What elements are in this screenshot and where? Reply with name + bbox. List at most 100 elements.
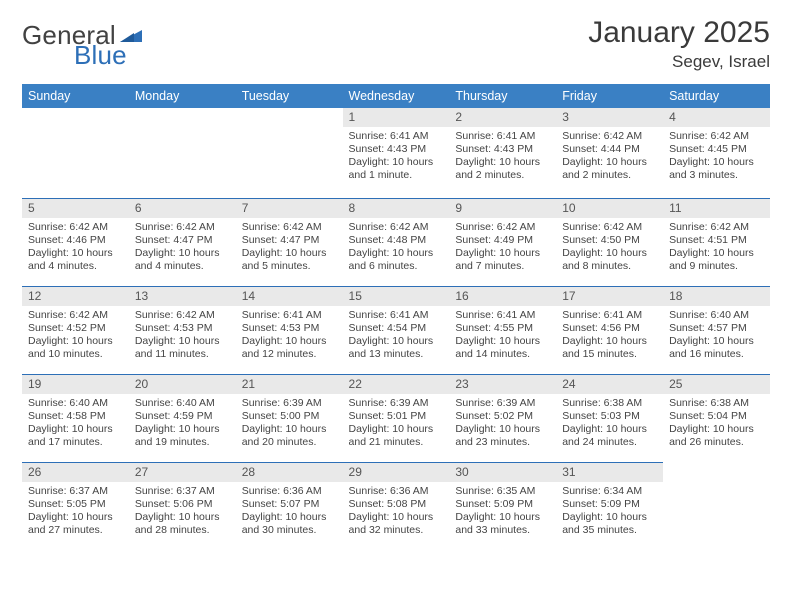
day-detail-line: Daylight: 10 hours and 4 minutes. [135, 247, 230, 273]
day-detail-line: Sunset: 4:59 PM [135, 410, 230, 423]
brand-name-b-wrap: Blue [74, 42, 127, 69]
day-detail-line: Sunrise: 6:42 AM [669, 130, 764, 143]
calendar-cell: 18Sunrise: 6:40 AMSunset: 4:57 PMDayligh… [663, 286, 770, 374]
day-number: 26 [22, 462, 129, 482]
day-detail-line: Sunrise: 6:42 AM [242, 221, 337, 234]
day-detail-line: Sunset: 4:44 PM [562, 143, 657, 156]
day-detail-line: Sunset: 4:45 PM [669, 143, 764, 156]
day-details: Sunrise: 6:41 AMSunset: 4:54 PMDaylight:… [343, 306, 450, 363]
day-number: 31 [556, 462, 663, 482]
day-detail-line: Sunset: 4:53 PM [135, 322, 230, 335]
day-detail-line: Sunrise: 6:38 AM [562, 397, 657, 410]
day-detail-line: Daylight: 10 hours and 23 minutes. [455, 423, 550, 449]
day-details: Sunrise: 6:37 AMSunset: 5:06 PMDaylight:… [129, 482, 236, 539]
calendar-cell [663, 462, 770, 542]
day-detail-line: Sunset: 4:58 PM [28, 410, 123, 423]
day-detail-line: Sunset: 5:00 PM [242, 410, 337, 423]
day-number: 14 [236, 286, 343, 306]
day-details: Sunrise: 6:34 AMSunset: 5:09 PMDaylight:… [556, 482, 663, 539]
day-details: Sunrise: 6:42 AMSunset: 4:49 PMDaylight:… [449, 218, 556, 275]
day-detail-line: Sunrise: 6:36 AM [349, 485, 444, 498]
calendar-cell: 13Sunrise: 6:42 AMSunset: 4:53 PMDayligh… [129, 286, 236, 374]
day-number: 12 [22, 286, 129, 306]
calendar-cell: 20Sunrise: 6:40 AMSunset: 4:59 PMDayligh… [129, 374, 236, 462]
day-details: Sunrise: 6:36 AMSunset: 5:08 PMDaylight:… [343, 482, 450, 539]
day-detail-line: Daylight: 10 hours and 14 minutes. [455, 335, 550, 361]
day-detail-line: Sunrise: 6:41 AM [349, 130, 444, 143]
day-details: Sunrise: 6:41 AMSunset: 4:53 PMDaylight:… [236, 306, 343, 363]
day-number: 10 [556, 198, 663, 218]
day-detail-line: Sunrise: 6:40 AM [135, 397, 230, 410]
day-detail-line: Daylight: 10 hours and 7 minutes. [455, 247, 550, 273]
calendar-cell: 12Sunrise: 6:42 AMSunset: 4:52 PMDayligh… [22, 286, 129, 374]
day-detail-line: Daylight: 10 hours and 5 minutes. [242, 247, 337, 273]
day-number: 1 [343, 108, 450, 127]
day-detail-line: Sunset: 4:43 PM [455, 143, 550, 156]
calendar-cell: 24Sunrise: 6:38 AMSunset: 5:03 PMDayligh… [556, 374, 663, 462]
day-detail-line: Daylight: 10 hours and 35 minutes. [562, 511, 657, 537]
day-detail-line: Daylight: 10 hours and 11 minutes. [135, 335, 230, 361]
day-detail-line: Sunset: 4:47 PM [242, 234, 337, 247]
header: General January 2025 Segev, Israel [22, 16, 770, 72]
day-detail-line: Sunrise: 6:40 AM [669, 309, 764, 322]
day-detail-line: Daylight: 10 hours and 12 minutes. [242, 335, 337, 361]
day-detail-line: Sunset: 5:01 PM [349, 410, 444, 423]
day-number: 8 [343, 198, 450, 218]
calendar-cell: 9Sunrise: 6:42 AMSunset: 4:49 PMDaylight… [449, 198, 556, 286]
day-details: Sunrise: 6:38 AMSunset: 5:04 PMDaylight:… [663, 394, 770, 451]
calendar-cell: 4Sunrise: 6:42 AMSunset: 4:45 PMDaylight… [663, 108, 770, 198]
calendar-cell: 7Sunrise: 6:42 AMSunset: 4:47 PMDaylight… [236, 198, 343, 286]
calendar-cell: 5Sunrise: 6:42 AMSunset: 4:46 PMDaylight… [22, 198, 129, 286]
day-detail-line: Daylight: 10 hours and 2 minutes. [455, 156, 550, 182]
day-detail-line: Daylight: 10 hours and 28 minutes. [135, 511, 230, 537]
calendar-cell: 25Sunrise: 6:38 AMSunset: 5:04 PMDayligh… [663, 374, 770, 462]
day-number: 6 [129, 198, 236, 218]
calendar-cell: 31Sunrise: 6:34 AMSunset: 5:09 PMDayligh… [556, 462, 663, 542]
calendar-cell: 28Sunrise: 6:36 AMSunset: 5:07 PMDayligh… [236, 462, 343, 542]
day-detail-line: Sunrise: 6:37 AM [28, 485, 123, 498]
calendar-week: 5 Sunrise: 6:42 AM Sunset: 4:46 PM Daylight… [22, 198, 770, 286]
day-details: Sunrise: 6:39 AMSunset: 5:01 PMDaylight:… [343, 394, 450, 451]
day-number: 5 [22, 198, 129, 218]
calendar-cell: 29Sunrise: 6:36 AMSunset: 5:08 PMDayligh… [343, 462, 450, 542]
day-detail-line: Daylight: 10 hours and 30 minutes. [242, 511, 337, 537]
calendar-week: 1Sunrise: 6:41 AMSunset: 4:43 PMDaylight… [22, 108, 770, 198]
day-detail-line: Daylight: 10 hours and 24 minutes. [562, 423, 657, 449]
day-detail-line: Sunset: 4:55 PM [455, 322, 550, 335]
calendar-cell: 27Sunrise: 6:37 AMSunset: 5:06 PMDayligh… [129, 462, 236, 542]
day-detail-line: Daylight: 10 hours and 2 minutes. [562, 156, 657, 182]
day-detail-line: Daylight: 10 hours and 19 minutes. [135, 423, 230, 449]
day-detail-line: Daylight: 10 hours and 20 minutes. [242, 423, 337, 449]
calendar-cell: 23Sunrise: 6:39 AMSunset: 5:02 PMDayligh… [449, 374, 556, 462]
weekday-tuesday: Tuesday [236, 84, 343, 108]
day-detail-line: Sunset: 5:09 PM [562, 498, 657, 511]
day-detail-line: Sunset: 4:48 PM [349, 234, 444, 247]
month-title: January 2025 [588, 16, 770, 50]
calendar-cell: 3Sunrise: 6:42 AMSunset: 4:44 PMDaylight… [556, 108, 663, 198]
calendar-cell: 15Sunrise: 6:41 AMSunset: 4:54 PMDayligh… [343, 286, 450, 374]
day-detail-line: Sunrise: 6:39 AM [349, 397, 444, 410]
brand-name-b: Blue [74, 40, 127, 70]
day-number: 2 [449, 108, 556, 127]
calendar-cell: 8Sunrise: 6:42 AMSunset: 4:48 PMDaylight… [343, 198, 450, 286]
day-number: 27 [129, 462, 236, 482]
weekday-row: Sunday Monday Tuesday Wednesday Thursday… [22, 84, 770, 108]
day-details: Sunrise: 6:35 AMSunset: 5:09 PMDaylight:… [449, 482, 556, 539]
day-detail-line: Sunset: 4:46 PM [28, 234, 123, 247]
day-detail-line: Sunrise: 6:42 AM [135, 309, 230, 322]
calendar-cell: 10Sunrise: 6:42 AMSunset: 4:50 PMDayligh… [556, 198, 663, 286]
day-details: Sunrise: 6:39 AMSunset: 5:00 PMDaylight:… [236, 394, 343, 451]
day-number: 11 [663, 198, 770, 218]
day-details: Sunrise: 6:42 AMSunset: 4:52 PMDaylight:… [22, 306, 129, 363]
day-detail-line: Sunset: 5:02 PM [455, 410, 550, 423]
calendar-cell: 11Sunrise: 6:42 AMSunset: 4:51 PMDayligh… [663, 198, 770, 286]
day-detail-line: Sunset: 5:06 PM [135, 498, 230, 511]
day-details: Sunrise: 6:42 AMSunset: 4:50 PMDaylight:… [556, 218, 663, 275]
day-detail-line: Daylight: 10 hours and 26 minutes. [669, 423, 764, 449]
day-details: Sunrise: 6:41 AMSunset: 4:43 PMDaylight:… [449, 127, 556, 184]
calendar-week: 26Sunrise: 6:37 AMSunset: 5:05 PMDayligh… [22, 462, 770, 542]
day-detail-line: Sunrise: 6:37 AM [135, 485, 230, 498]
day-detail-line: Daylight: 10 hours and 17 minutes. [28, 423, 123, 449]
day-detail-line: Sunset: 4:50 PM [562, 234, 657, 247]
day-detail-line: Sunset: 4:49 PM [455, 234, 550, 247]
